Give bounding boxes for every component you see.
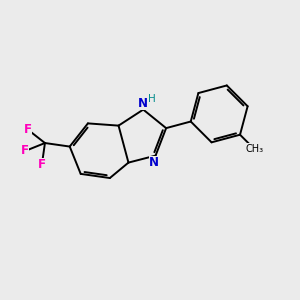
Text: F: F	[24, 123, 32, 136]
Text: F: F	[38, 158, 46, 170]
Text: H: H	[148, 94, 155, 104]
Text: N: N	[138, 97, 148, 110]
Text: CH₃: CH₃	[245, 144, 264, 154]
Text: F: F	[21, 144, 29, 158]
Text: N: N	[149, 156, 159, 169]
